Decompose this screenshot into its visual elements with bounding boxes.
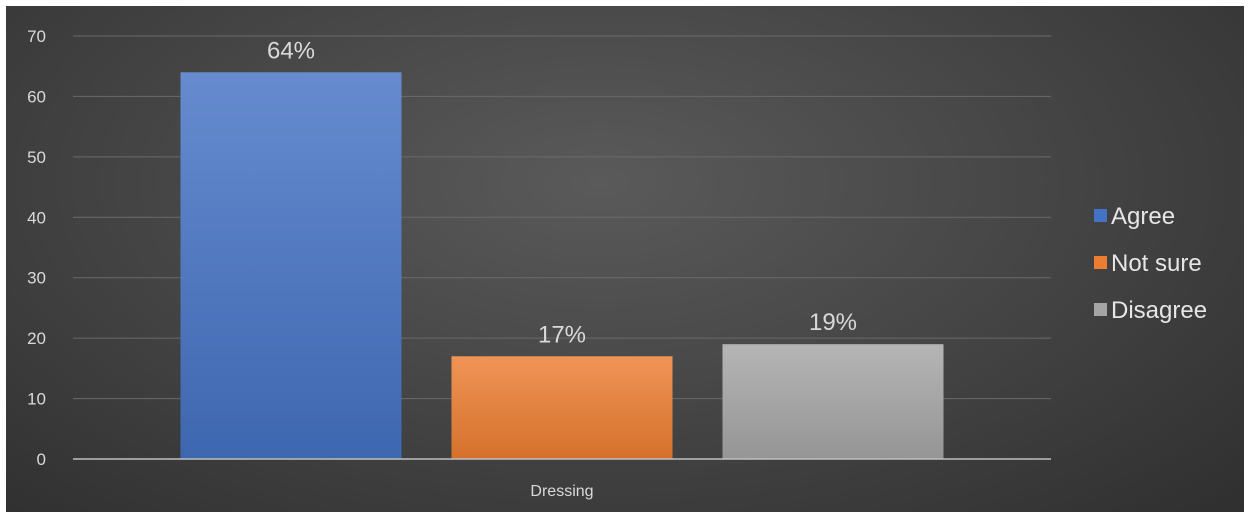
bar-disagree [722, 344, 944, 459]
bar-agree [180, 72, 402, 459]
data-label-disagree: 19% [809, 309, 857, 336]
legend-swatch [1094, 303, 1107, 316]
legend-item-disagree: Disagree [1094, 297, 1207, 324]
y-axis-ticks: 0 10 20 30 40 50 60 70 [27, 27, 46, 469]
y-tick-label-30: 30 [27, 269, 46, 288]
y-tick-label-50: 50 [27, 148, 46, 167]
y-tick-label-0: 0 [37, 450, 46, 469]
data-labels: 64% 17% 19% [267, 37, 857, 348]
y-tick-label-10: 10 [27, 390, 46, 409]
legend-item-not-sure: Not sure [1094, 250, 1202, 277]
y-tick-label-60: 60 [27, 87, 46, 106]
y-tick-label-40: 40 [27, 208, 46, 227]
bars [180, 72, 944, 459]
bar-not-sure [451, 356, 673, 459]
x-axis: Dressing [73, 458, 1051, 500]
legend-label: Disagree [1111, 297, 1207, 324]
y-tick-label-20: 20 [27, 329, 46, 348]
legend-label: Agree [1111, 203, 1175, 230]
legend-swatch [1094, 256, 1107, 269]
data-label-not-sure: 17% [538, 321, 586, 348]
legend-swatch [1094, 209, 1107, 222]
y-tick-label-70: 70 [27, 27, 46, 46]
bar-chart: 0 10 20 30 40 50 60 70 64% 17% 19% Dressing Agree… [27, 27, 1207, 500]
x-category-label: Dressing [530, 483, 593, 500]
legend-item-agree: Agree [1094, 203, 1175, 230]
data-label-agree: 64% [267, 37, 315, 64]
chart-area: 0 10 20 30 40 50 60 70 64% 17% 19% Dressing Agree… [6, 6, 1244, 512]
legend-label: Not sure [1111, 250, 1202, 277]
legend: Agree Not sure Disagree [1094, 203, 1207, 324]
